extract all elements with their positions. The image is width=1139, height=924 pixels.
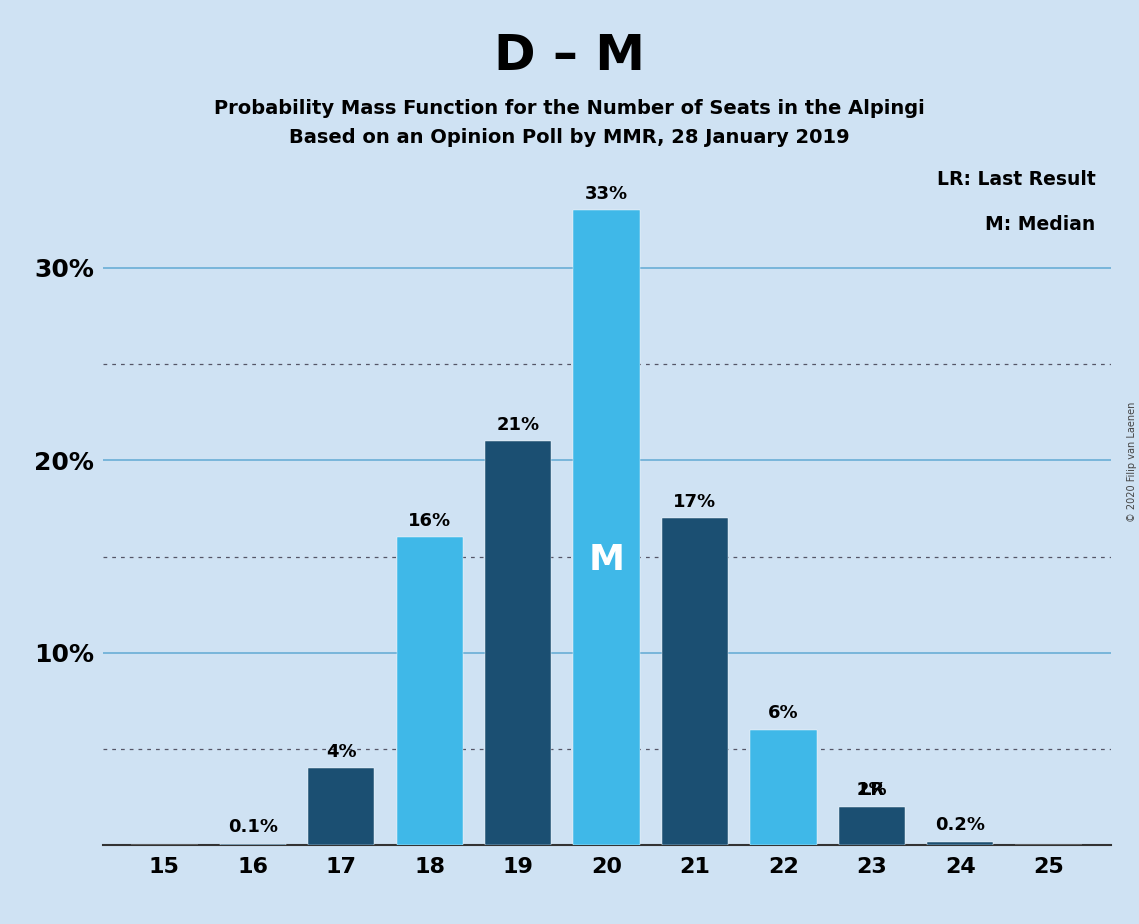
Text: 33%: 33% xyxy=(585,185,628,202)
Text: Based on an Opinion Poll by MMR, 28 January 2019: Based on an Opinion Poll by MMR, 28 Janu… xyxy=(289,128,850,147)
Bar xyxy=(573,211,640,845)
Bar xyxy=(396,538,462,845)
Text: LR: LR xyxy=(859,782,884,799)
Text: M: Median: M: Median xyxy=(985,215,1096,234)
Text: D – M: D – M xyxy=(494,32,645,80)
Text: 2%: 2% xyxy=(857,782,887,799)
Bar xyxy=(485,442,551,845)
Text: 21%: 21% xyxy=(497,416,540,433)
Bar xyxy=(220,844,286,845)
Text: 17%: 17% xyxy=(673,492,716,510)
Text: M: M xyxy=(589,542,624,577)
Text: Probability Mass Function for the Number of Seats in the Alpingi: Probability Mass Function for the Number… xyxy=(214,99,925,118)
Text: 0.2%: 0.2% xyxy=(935,816,985,834)
Text: LR: Last Result: LR: Last Result xyxy=(936,170,1096,188)
Bar xyxy=(838,807,906,845)
Text: 0.1%: 0.1% xyxy=(228,818,278,836)
Bar xyxy=(662,518,728,845)
Text: © 2020 Filip van Laenen: © 2020 Filip van Laenen xyxy=(1126,402,1137,522)
Bar xyxy=(927,842,993,845)
Text: 6%: 6% xyxy=(768,704,798,723)
Text: 16%: 16% xyxy=(408,512,451,529)
Bar xyxy=(751,730,817,845)
Text: 4%: 4% xyxy=(326,743,357,760)
Bar xyxy=(308,769,375,845)
